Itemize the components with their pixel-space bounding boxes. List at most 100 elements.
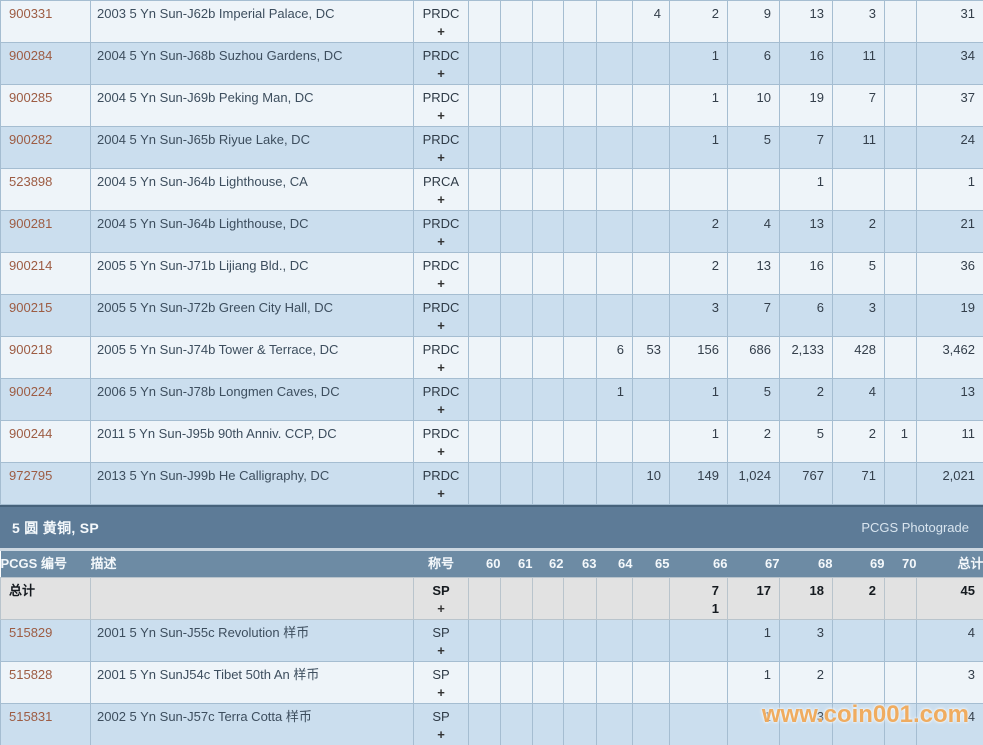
- grade-70-cell: [884, 210, 917, 253]
- description-cell: 2004 5 Yn Sun-J65b Riyue Lake, DC: [90, 126, 414, 169]
- col-header-description: 描述: [90, 556, 117, 571]
- pcgs-number-link[interactable]: 900218: [9, 342, 53, 357]
- grade-61-cell: [500, 126, 533, 169]
- grade-66-cell: 149: [669, 462, 728, 505]
- pcgs-number-cell: 900284: [0, 42, 91, 85]
- designation-cell: PRDC +: [413, 378, 469, 421]
- table-row: 515829 2001 5 Yn Sun-J55c Revolution 样币 SP…: [0, 619, 983, 662]
- table-row: 972795 2013 5 Yn Sun-J99b He Calligraphy,…: [0, 462, 983, 505]
- table-row: 900285 2004 5 Yn Sun-J69b Peking Man, DC P…: [0, 84, 983, 127]
- grade-64-cell: [596, 577, 633, 620]
- designation-cell: PRCA +: [413, 168, 469, 211]
- col-header-grade-70: 70: [902, 556, 917, 571]
- grade-60-cell: [468, 0, 501, 43]
- pcgs-number-link[interactable]: 515828: [9, 667, 53, 682]
- row-total-cell: 4: [916, 703, 983, 745]
- row-total-cell: 34: [916, 42, 983, 85]
- pcgs-number-link[interactable]: 900331: [9, 6, 53, 21]
- table-row: 900218 2005 5 Yn Sun-J74b Tower & Terrace…: [0, 336, 983, 379]
- pcgs-number-link[interactable]: 900214: [9, 258, 53, 273]
- designation-cell: PRDC +: [413, 126, 469, 169]
- table-row: 900214 2005 5 Yn Sun-J71b Lijiang Bld., D…: [0, 252, 983, 295]
- grade-66-cell: [669, 661, 728, 704]
- grade-62-cell: [532, 84, 564, 127]
- grade-65-cell: [632, 252, 670, 295]
- pcgs-number-link[interactable]: 900224: [9, 384, 53, 399]
- grade-67-cell: 6: [727, 42, 780, 85]
- row-total-cell: 19: [916, 294, 983, 337]
- row-total-cell: 11: [916, 420, 983, 463]
- table-row: 900224 2006 5 Yn Sun-J78b Longmen Caves, …: [0, 378, 983, 421]
- description-cell: 2004 5 Yn Sun-J64b Lighthouse, DC: [90, 210, 414, 253]
- grade-61-cell: [500, 210, 533, 253]
- grade-63-cell: [563, 703, 597, 745]
- grade-63-cell: [563, 294, 597, 337]
- pcgs-number-link[interactable]: 900282: [9, 132, 53, 147]
- grade-62-cell: [532, 294, 564, 337]
- col-header-designation: 称号: [427, 556, 454, 571]
- grade-62-cell: [532, 210, 564, 253]
- grade-69-cell: 71: [832, 462, 885, 505]
- grade-60-cell: [468, 378, 501, 421]
- row-total-cell: 1: [916, 168, 983, 211]
- grade-69-cell: 5: [832, 252, 885, 295]
- grade-66-cell: 1: [669, 378, 728, 421]
- designation-cell: PRDC +: [413, 336, 469, 379]
- pcgs-number-link[interactable]: 972795: [9, 468, 53, 483]
- grade-69-cell: 2: [832, 577, 885, 620]
- grade-61-cell: [500, 703, 533, 745]
- grade-67-cell: 13: [727, 252, 780, 295]
- total-row-label: 总计: [9, 583, 36, 598]
- pcgs-number-cell: 900282: [0, 126, 91, 169]
- pcgs-number-link[interactable]: 900284: [9, 48, 53, 63]
- grade-65-cell: [632, 42, 670, 85]
- pcgs-number-link[interactable]: 900285: [9, 90, 53, 105]
- row-total-cell: 45: [916, 577, 983, 620]
- description-cell: 2004 5 Yn Sun-J64b Lighthouse, CA: [90, 168, 414, 211]
- grade-65-cell: 53: [632, 336, 670, 379]
- grade-61-cell: [500, 84, 533, 127]
- description-cell: [90, 577, 414, 620]
- grade-64-cell: [596, 703, 633, 745]
- pcgs-number-link[interactable]: 900215: [9, 300, 53, 315]
- grade-69-cell: 2: [832, 420, 885, 463]
- grade-61-cell: [500, 336, 533, 379]
- grade-64-cell: [596, 168, 633, 211]
- description-cell: 2013 5 Yn Sun-J99b He Calligraphy, DC: [90, 462, 414, 505]
- grade-64-cell: [596, 252, 633, 295]
- col-header-grade-67: 67: [765, 556, 780, 571]
- coin-description: 2005 5 Yn Sun-J74b Tower & Terrace, DC: [97, 342, 339, 357]
- pcgs-number-link[interactable]: 900244: [9, 426, 53, 441]
- grade-69-cell: 11: [832, 42, 885, 85]
- pcgs-number-cell: 972795: [0, 462, 91, 505]
- grade-64-cell: 1: [596, 378, 633, 421]
- photograde-link[interactable]: PCGS Photograde: [861, 520, 969, 535]
- grade-65-cell: [632, 126, 670, 169]
- designation-cell: SP +: [413, 703, 469, 745]
- pcgs-number-cell: 900215: [0, 294, 91, 337]
- grade-70-cell: [884, 661, 917, 704]
- row-total-cell: 2,021: [916, 462, 983, 505]
- coin-description: 2002 5 Yn Sun-J57c Terra Cotta 样币: [97, 709, 312, 724]
- designation-cell: PRDC +: [413, 294, 469, 337]
- description-cell: 2005 5 Yn Sun-J72b Green City Hall, DC: [90, 294, 414, 337]
- row-total-cell: 36: [916, 252, 983, 295]
- grade-69-cell: [832, 168, 885, 211]
- total-row: 总计 SP + 7 1 17 18 2 45: [0, 577, 983, 620]
- pcgs-number-link[interactable]: 515829: [9, 625, 53, 640]
- pcgs-number-cell: 900224: [0, 378, 91, 421]
- grade-64-cell: [596, 126, 633, 169]
- pcgs-number-link[interactable]: 900281: [9, 216, 53, 231]
- grade-61-cell: [500, 294, 533, 337]
- grade-63-cell: [563, 336, 597, 379]
- grade-70-cell: [884, 336, 917, 379]
- grade-65-cell: [632, 661, 670, 704]
- grade-67-cell: [727, 168, 780, 211]
- grade-63-cell: [563, 252, 597, 295]
- pcgs-number-cell: 900214: [0, 252, 91, 295]
- grade-60-cell: [468, 252, 501, 295]
- pcgs-number-link[interactable]: 515831: [9, 709, 53, 724]
- pcgs-number-link[interactable]: 523898: [9, 174, 53, 189]
- designation-cell: SP +: [413, 661, 469, 704]
- grade-62-cell: [532, 42, 564, 85]
